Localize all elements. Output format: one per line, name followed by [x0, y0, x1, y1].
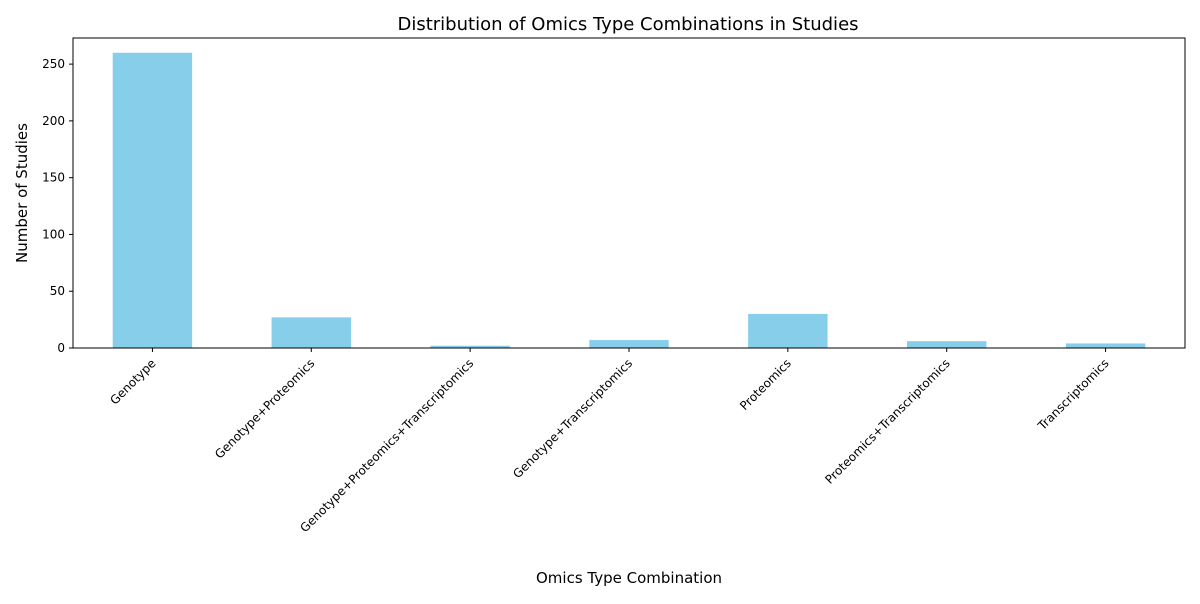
x-tick-label: Transcriptomics [1035, 356, 1112, 433]
bar-5 [748, 313, 828, 348]
x-tick-label: Proteomics [737, 356, 794, 413]
x-tick-label: Proteomics+Transcriptomics [822, 356, 952, 486]
bar-6 [907, 341, 987, 348]
x-tick-label: Genotype+Transcriptomics [510, 356, 635, 481]
plot-frame [72, 37, 1186, 349]
y-tick-label: 150 [42, 171, 65, 185]
bar-3 [430, 345, 510, 348]
y-tick-label: 50 [50, 284, 65, 298]
y-tick-label: 200 [42, 114, 65, 128]
x-axis-label: Omics Type Combination [536, 569, 722, 587]
x-tick-label: Genotype [107, 356, 158, 407]
y-tick-label: 0 [57, 341, 65, 355]
bar-2 [271, 317, 351, 348]
chart-title: Distribution of Omics Type Combinations … [397, 14, 858, 35]
x-tick-label: Genotype+Proteomics+Transcriptomics [297, 356, 476, 535]
y-tick-label: 250 [42, 57, 65, 71]
x-tick-label: Genotype+Proteomics [212, 356, 317, 461]
bar-7 [1065, 343, 1146, 348]
y-axis-label: Number of Studies [13, 123, 31, 263]
bars-layer [112, 52, 1146, 349]
y-axis: 0 50 100 150 200 250 [42, 57, 73, 355]
bar-1 [112, 52, 193, 349]
x-axis: Genotype Genotype+ProteomicsGenotype+Prot… [107, 348, 1112, 535]
y-tick-label: 100 [42, 227, 65, 241]
bar-4 [589, 340, 669, 348]
